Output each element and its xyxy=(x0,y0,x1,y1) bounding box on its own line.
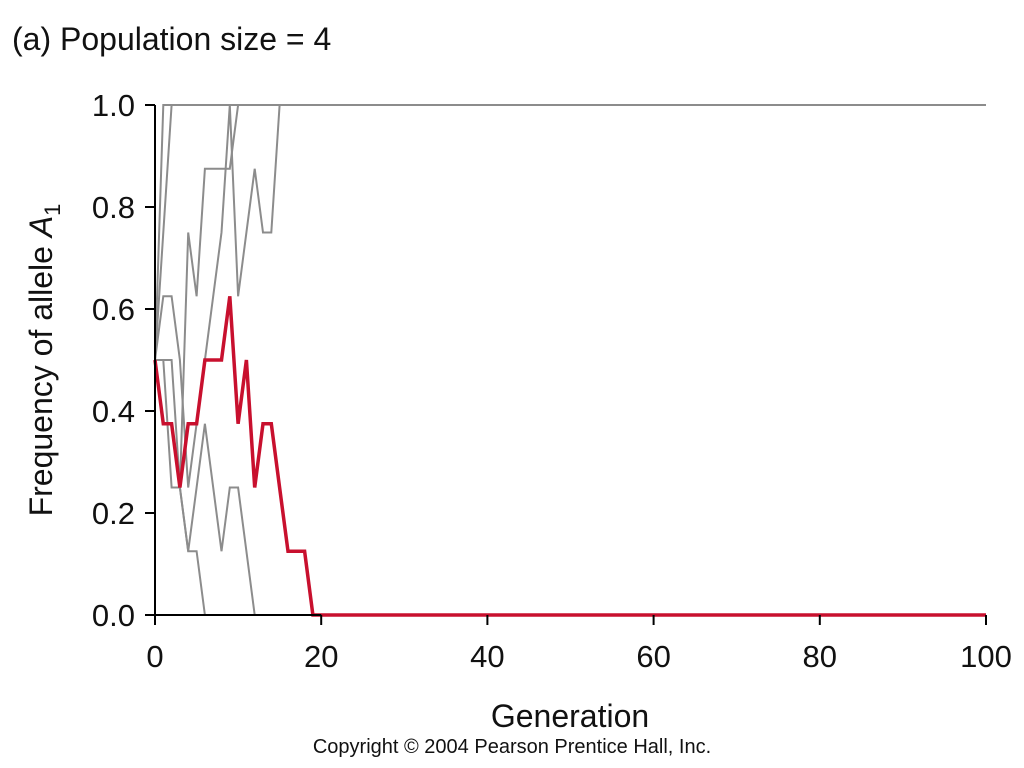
chart-title: (a) Population size = 4 xyxy=(12,21,331,57)
series-line-2 xyxy=(154,104,986,361)
ticks-layer: 0 20 40 60 80 100 0.0 0.2 0.4 0.6 0.8 1.0 xyxy=(92,88,1012,674)
x-tick-label: 40 xyxy=(470,639,504,674)
y-axis-label-subscript: 1 xyxy=(40,204,65,216)
y-axis-label: Frequency of allele A1 xyxy=(23,204,65,517)
series-line-1 xyxy=(154,104,986,361)
copyright-notice: Copyright © 2004 Pearson Prentice Hall, … xyxy=(312,736,712,758)
x-tick-label: 60 xyxy=(636,639,670,674)
y-axis-label-symbol: A xyxy=(23,216,59,239)
y-axis-label-text: Frequency of allele xyxy=(23,237,59,516)
highlighted-series-line xyxy=(153,296,986,617)
x-axis-label: Generation xyxy=(491,698,649,734)
series-line-3 xyxy=(154,104,986,488)
y-tick-label: 0.6 xyxy=(92,292,135,327)
y-tick-label: 1.0 xyxy=(92,88,135,123)
series-layer xyxy=(153,104,986,617)
y-tick-label: 0.2 xyxy=(92,496,135,531)
x-tick-label: 80 xyxy=(803,639,837,674)
x-tick-label: 100 xyxy=(960,639,1012,674)
y-tick-label: 0.0 xyxy=(92,598,135,633)
x-tick-label: 0 xyxy=(146,639,163,674)
x-tick-label: 20 xyxy=(304,639,338,674)
axes-layer xyxy=(154,105,322,616)
series-line-4 xyxy=(155,104,986,489)
y-tick-label: 0.4 xyxy=(92,394,135,429)
y-tick-label: 0.8 xyxy=(92,190,135,225)
